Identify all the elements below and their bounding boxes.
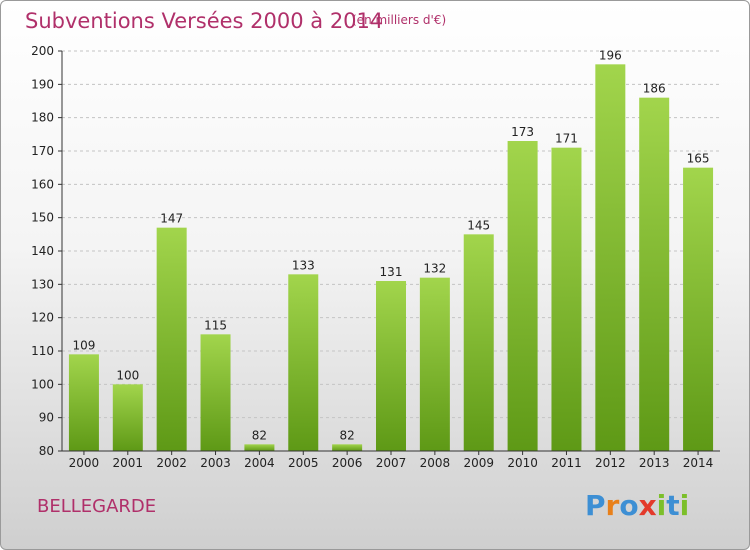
data-label-2006: 82 (339, 428, 354, 442)
x-tick-label-2003: 2003 (200, 456, 231, 470)
data-label-2005: 133 (292, 258, 315, 272)
data-label-2000: 109 (72, 338, 95, 352)
x-tick-label-2009: 2009 (463, 456, 494, 470)
x-tick-label-2001: 2001 (113, 456, 144, 470)
data-label-2011: 171 (555, 132, 578, 146)
bar-2003 (200, 334, 231, 451)
x-tick-label-2008: 2008 (420, 456, 451, 470)
y-tick-label-130: 130 (31, 277, 54, 291)
bar-2012 (595, 64, 626, 452)
data-label-2003: 115 (204, 318, 227, 332)
x-tick-label-2010: 2010 (507, 456, 538, 470)
commune-name: BELLEGARDE (37, 496, 157, 517)
y-tick-label-160: 160 (31, 177, 54, 191)
y-tick-label-90: 90 (39, 411, 54, 425)
x-tick-label-2002: 2002 (156, 456, 187, 470)
data-label-2008: 132 (423, 262, 446, 276)
bar-2005 (288, 274, 319, 451)
data-label-2012: 196 (599, 48, 622, 62)
bar-2011 (551, 147, 582, 451)
y-tick-label-190: 190 (31, 77, 54, 91)
bar-2001 (112, 384, 143, 451)
bar-2002 (156, 227, 187, 451)
x-tick-label-2007: 2007 (376, 456, 407, 470)
x-tick-label-2014: 2014 (683, 456, 714, 470)
x-tick-label-2006: 2006 (332, 456, 363, 470)
y-tick-label-180: 180 (31, 111, 54, 125)
data-label-2009: 145 (467, 218, 490, 232)
data-labels: 109 100 147 115 82 133 82 131 132 145 173 171 196 186… (72, 48, 709, 442)
data-label-2001: 100 (116, 368, 139, 382)
y-tick-label-120: 120 (31, 311, 54, 325)
y-tick-label-150: 150 (31, 211, 54, 225)
axes: 80 90 100 110 120 130 140 150 160 170 180 190 200 200… (31, 44, 720, 470)
bar-2006 (332, 444, 363, 451)
y-tick-label-80: 80 (39, 444, 54, 458)
y-tick-label-110: 110 (31, 344, 54, 358)
bar-2004 (244, 444, 275, 451)
y-tick-label-170: 170 (31, 144, 54, 158)
bar-2009 (463, 234, 494, 451)
x-tick-label-2013: 2013 (639, 456, 670, 470)
y-tick-label-140: 140 (31, 244, 54, 258)
data-label-2010: 173 (511, 125, 534, 139)
x-tick-label-2004: 2004 (244, 456, 275, 470)
chart-title: Subventions Versées 2000 à 2014 (25, 9, 384, 33)
bar-2010 (507, 141, 538, 451)
bar-2000 (68, 354, 99, 451)
data-label-2002: 147 (160, 212, 183, 226)
data-label-2014: 165 (687, 152, 710, 166)
bar-2013 (639, 97, 670, 452)
data-label-2013: 186 (643, 82, 666, 96)
bar-2014 (683, 167, 714, 451)
x-tick-label-2005: 2005 (288, 456, 319, 470)
chart-subtitle: (en milliers d'€) (352, 13, 447, 27)
bar-2008 (419, 277, 450, 451)
y-tick-label-100: 100 (31, 377, 54, 391)
x-tick-label-2011: 2011 (551, 456, 582, 470)
x-tick-label-2000: 2000 (69, 456, 100, 470)
y-tick-label-200: 200 (31, 44, 54, 58)
bar-2007 (376, 281, 406, 451)
proxiti-logo[interactable]: Proxiti (585, 489, 690, 522)
data-label-2007: 131 (380, 265, 403, 279)
data-label-2004: 82 (252, 428, 267, 442)
bars (68, 64, 714, 452)
x-tick-label-2012: 2012 (595, 456, 626, 470)
